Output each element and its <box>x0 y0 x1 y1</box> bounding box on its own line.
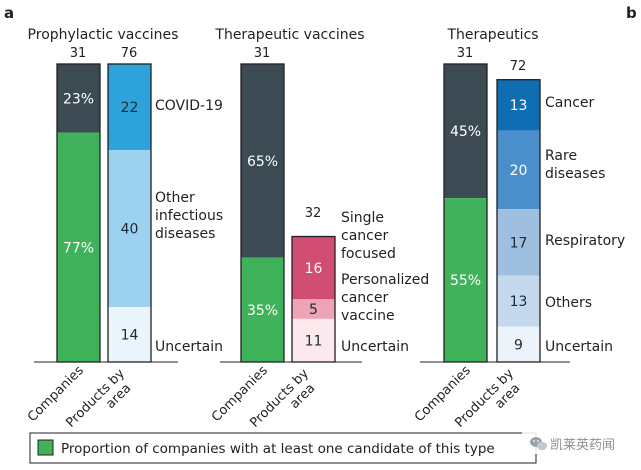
bar-value-label: 11 <box>305 333 323 349</box>
bar-value-label: 23% <box>63 91 94 107</box>
legend: Proportion of companies with at least on… <box>29 432 537 464</box>
bar-value-label: 17 <box>510 235 528 251</box>
bar-segment <box>292 236 335 300</box>
bar-segment <box>241 64 284 258</box>
annotation-line: focused <box>341 246 396 262</box>
stacked-bars: 65% 35% 16 5 11 <box>240 63 336 363</box>
bar-total-label: 76 <box>121 46 138 61</box>
bar-value-label: 77% <box>63 240 94 256</box>
bar-segment <box>497 209 540 276</box>
annotation-line: Rare <box>545 148 577 164</box>
annotation-uncertain: Uncertain <box>155 339 223 355</box>
bar-segment <box>497 79 540 131</box>
bar-value-label: 13 <box>510 294 528 310</box>
annotation-uncertain: Uncertain <box>341 339 409 355</box>
bar-segment <box>497 130 540 210</box>
annotation-other-infectious-diseases: Other infectious diseases <box>155 190 228 242</box>
bar-total-label: 31 <box>457 46 474 61</box>
stacked-bars: 45% 55% 13 20 17 13 9 <box>443 63 541 363</box>
annotation-personalized-cancer-vaccine: Personalized cancer vaccine <box>341 272 434 324</box>
stacked-bars: 23% 77% 22 40 14 <box>56 63 152 363</box>
bar-total-label: 31 <box>70 46 87 61</box>
bar-total-label: 32 <box>305 206 322 221</box>
annotation-line: cancer <box>341 228 388 244</box>
annotation-line: Other <box>155 190 195 206</box>
bar-total-label: 72 <box>510 59 527 74</box>
bar-value-label: 14 <box>121 328 139 344</box>
panel-title: Prophylactic vaccines <box>28 27 179 43</box>
bar-segment <box>57 64 100 133</box>
watermark: 凯莱英药闻 <box>522 431 634 454</box>
annotation-line: infectious <box>155 208 223 224</box>
annotation-covid-19: COVID-19 <box>155 98 223 114</box>
panel-title: Therapeutic vaccines <box>214 27 364 43</box>
bar-segment <box>292 318 335 362</box>
bar-value-label: 55% <box>450 273 481 289</box>
panel-letter-a: a <box>4 4 14 22</box>
annotation-rare-diseases: Rare diseases <box>545 148 605 182</box>
annotation-single-cancer-focused: Single cancer focused <box>341 210 396 262</box>
legend-swatch <box>37 439 54 456</box>
bar-segment <box>444 64 487 199</box>
annotation-cancer: Cancer <box>545 95 595 111</box>
bar-segment <box>108 150 151 308</box>
bar-value-label: 20 <box>510 163 528 179</box>
bar-segment <box>444 198 487 362</box>
annotation-line: Single <box>341 210 384 226</box>
bar-segment <box>292 299 335 319</box>
bar-segment <box>57 132 100 362</box>
panel-prophylactic-vaccines: Prophylactic vaccines 31 76 23% 77% 22 40 14… <box>25 27 228 431</box>
wechat-icon <box>530 437 547 451</box>
watermark-text: 凯莱英药闻 <box>550 438 615 453</box>
watermark-backdrop <box>522 431 634 454</box>
annotation-line: Personalized <box>341 272 429 288</box>
annotation-others: Others <box>545 295 592 311</box>
panel-title: Therapeutics <box>446 27 538 43</box>
bar-segment <box>497 275 540 327</box>
bar-value-label: 22 <box>121 100 139 116</box>
bar-value-label: 45% <box>450 124 481 140</box>
bar-value-label: 5 <box>309 302 318 318</box>
bar-value-label: 13 <box>510 98 528 114</box>
bar-value-label: 40 <box>121 222 139 238</box>
bar-total-label: 31 <box>254 46 271 61</box>
legend-label: Proportion of companies with at least on… <box>61 441 495 457</box>
bar-segment <box>108 64 151 151</box>
annotation-line: diseases <box>155 226 215 242</box>
bar-value-label: 35% <box>247 303 278 319</box>
bar-value-label: 16 <box>305 261 323 277</box>
panel-letter-b: b <box>626 4 637 22</box>
bar-segment <box>497 326 540 362</box>
annotation-uncertain: Uncertain <box>545 339 613 355</box>
annotation-respiratory: Respiratory <box>545 233 625 249</box>
annotation-line: diseases <box>545 166 605 182</box>
bar-value-label: 9 <box>514 337 523 353</box>
bar-segment <box>241 257 284 362</box>
annotation-line: cancer <box>341 290 388 306</box>
bar-value-label: 65% <box>247 154 278 170</box>
bar-segment <box>108 307 151 362</box>
annotation-line: vaccine <box>341 308 395 324</box>
